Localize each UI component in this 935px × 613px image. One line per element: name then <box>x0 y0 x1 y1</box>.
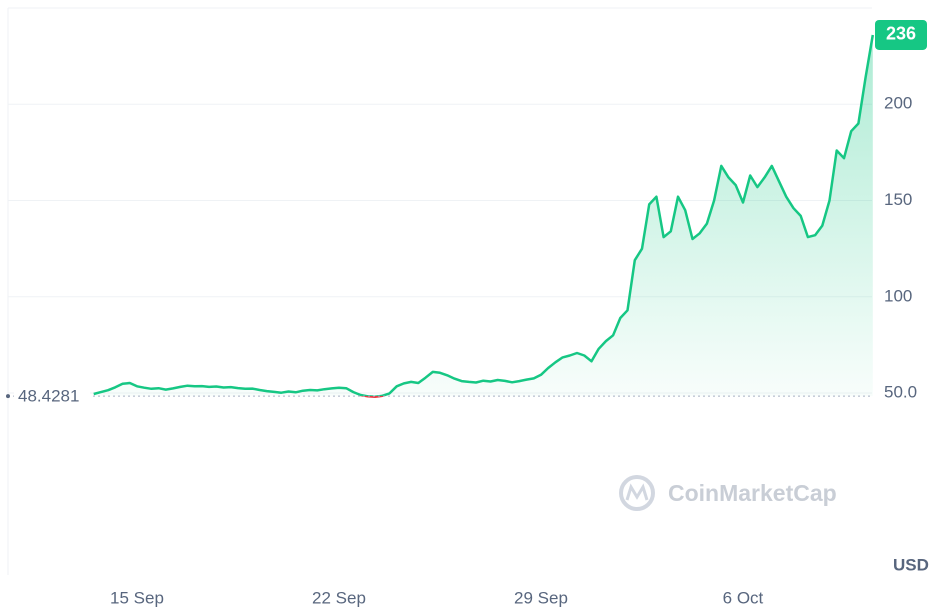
watermark: CoinMarketCap <box>668 480 837 506</box>
x-tick-label: 6 Oct <box>723 588 764 607</box>
reference-label-bg <box>14 386 90 407</box>
reference-dot <box>6 394 10 399</box>
y-tick-label: 150 <box>884 190 912 209</box>
last-price-badge <box>875 19 927 50</box>
currency-label: USD <box>893 555 929 574</box>
price-area <box>93 35 873 397</box>
x-tick-label: 29 Sep <box>514 588 568 607</box>
price-line <box>93 34 875 398</box>
watermark-logo <box>619 475 655 511</box>
y-tick-label: 100 <box>884 286 912 305</box>
y-tick-label: 50.0 <box>884 383 917 402</box>
y-tick-label: 200 <box>884 94 912 113</box>
x-tick-label: 22 Sep <box>312 588 366 607</box>
reference-label: 48.4281 <box>18 387 79 406</box>
last-price-label: 236 <box>886 24 916 44</box>
x-tick-label: 15 Sep <box>110 588 164 607</box>
